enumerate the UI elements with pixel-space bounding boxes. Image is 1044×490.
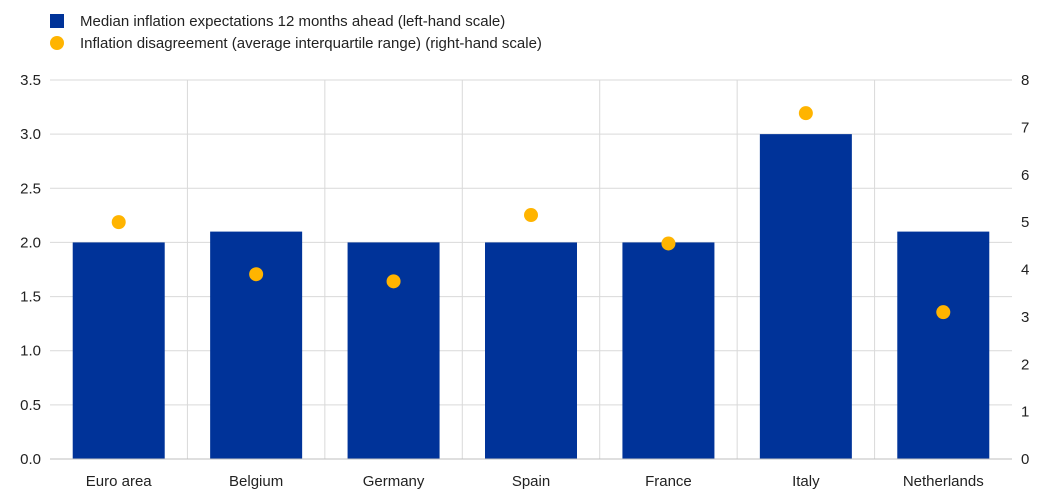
data-point [524, 208, 538, 223]
bar [897, 231, 990, 459]
x-tick-label: Netherlands [903, 473, 984, 490]
legend-item-dots: Inflation disagreement (average interqua… [50, 32, 542, 54]
y-left-tick-label: 1.5 [20, 289, 41, 306]
y-right-tick-label: 1 [1021, 404, 1029, 421]
y-right-tick-label: 6 [1021, 167, 1029, 184]
x-tick-label: Germany [363, 473, 425, 490]
y-left-tick-label: 0.0 [20, 451, 41, 468]
y-left-tick-label: 0.5 [20, 397, 41, 414]
y-left-tick-label: 1.0 [20, 343, 41, 360]
bar [72, 242, 165, 459]
y-left-tick-label: 2.5 [20, 180, 41, 197]
data-point [936, 305, 951, 320]
x-tick-label: Italy [792, 473, 820, 490]
x-tick-label: Spain [512, 473, 550, 490]
y-right-tick-label: 4 [1021, 262, 1029, 279]
legend-dots-label: Inflation disagreement (average interqua… [80, 34, 542, 52]
legend-bars-label: Median inflation expectations 12 months … [80, 12, 506, 30]
x-tick-label: France [645, 473, 692, 490]
y-right-tick-label: 7 [1021, 119, 1029, 136]
x-tick-label: Belgium [229, 473, 283, 490]
y-right-tick-label: 8 [1021, 72, 1029, 89]
x-tick-label: Euro area [86, 473, 153, 490]
data-point [661, 236, 676, 251]
bar [210, 231, 303, 459]
y-right-tick-label: 2 [1021, 356, 1029, 373]
y-right-tick-label: 3 [1021, 309, 1029, 326]
y-left-tick-label: 2.0 [20, 234, 41, 251]
legend-item-bars: Median inflation expectations 12 months … [50, 10, 542, 32]
data-point [386, 274, 401, 289]
bar [759, 134, 852, 459]
bar [485, 242, 577, 459]
y-right-tick-label: 0 [1021, 451, 1029, 468]
legend: Median inflation expectations 12 months … [50, 10, 542, 54]
y-left-tick-label: 3.0 [20, 126, 41, 143]
data-point [111, 215, 126, 230]
data-point [798, 106, 813, 121]
data-point [249, 267, 264, 282]
y-right-tick-label: 5 [1021, 214, 1029, 231]
y-left-tick-label: 3.5 [20, 72, 41, 89]
legend-dot-swatch [50, 36, 64, 50]
bar [622, 242, 715, 459]
legend-bar-swatch [50, 14, 64, 28]
